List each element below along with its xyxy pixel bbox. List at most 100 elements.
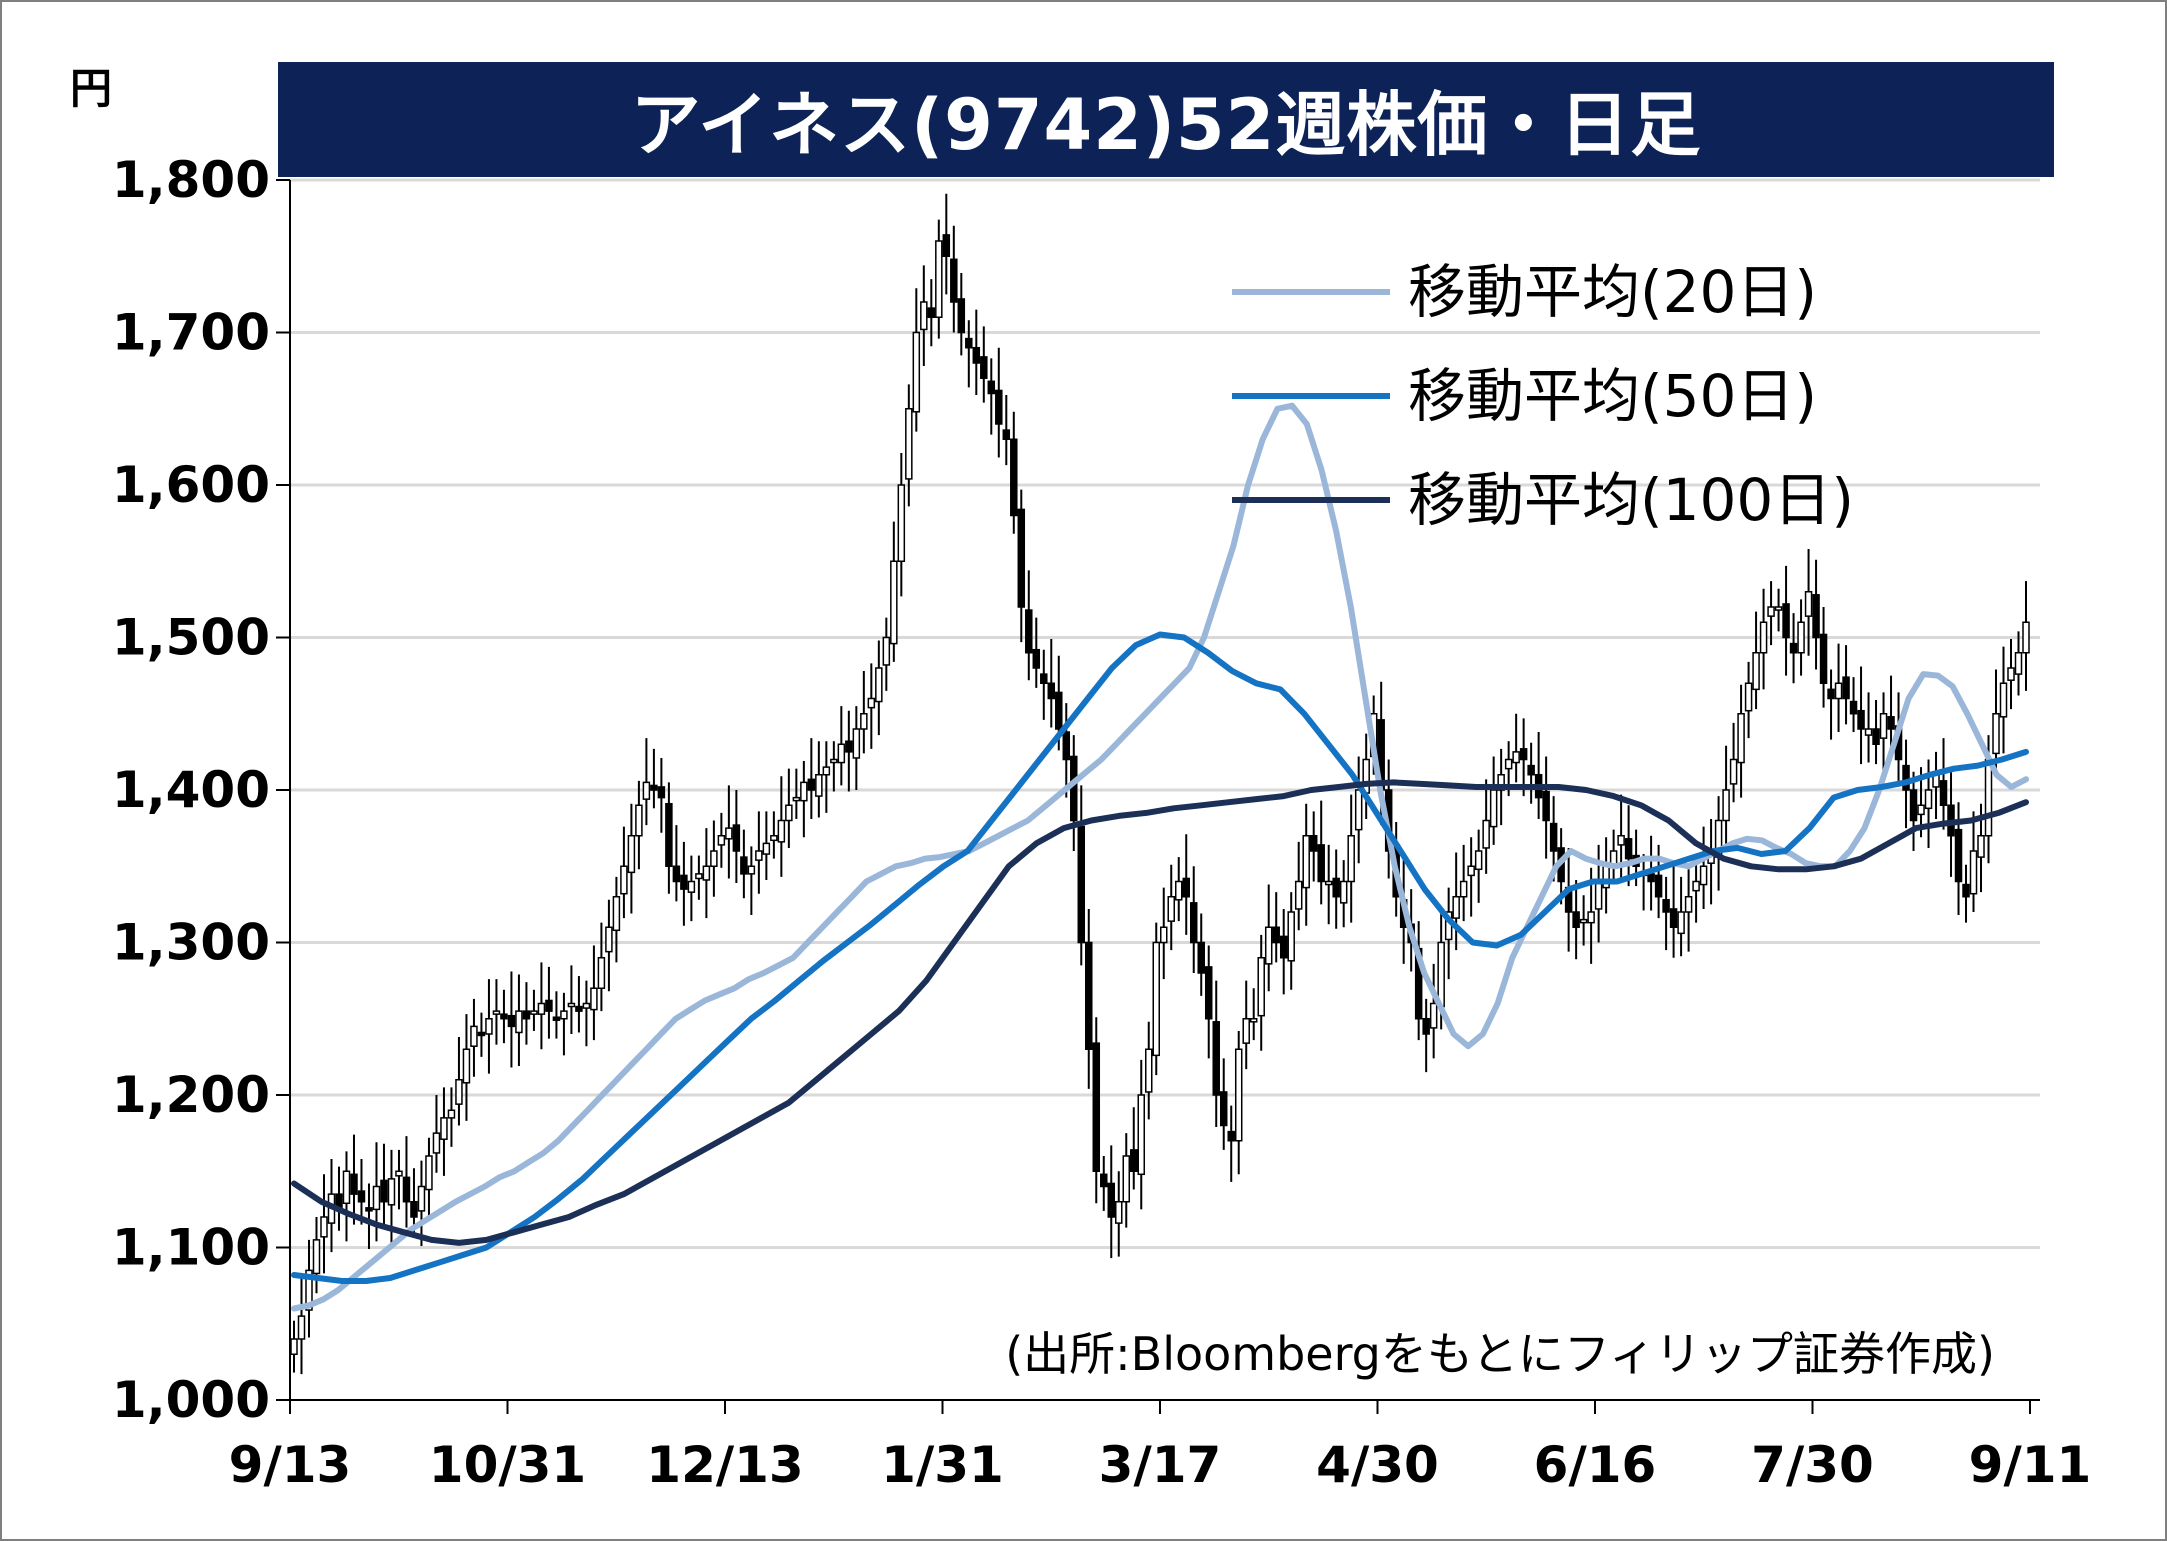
candle-body (1684, 896, 1693, 913)
candle-body (1474, 850, 1483, 871)
candle-body (507, 1014, 516, 1028)
candle-body (1002, 429, 1011, 441)
candle-body (1512, 751, 1520, 764)
candle-body (1309, 835, 1318, 852)
candle-body (425, 1155, 433, 1191)
candle-body (1010, 438, 1018, 517)
candle-body (620, 865, 628, 895)
candle-body (1587, 911, 1595, 924)
candle-body (1174, 880, 1183, 901)
candle-body (1752, 652, 1760, 691)
candle-body (657, 786, 666, 799)
candle-body (447, 1109, 456, 1119)
candle-body (2014, 652, 2023, 675)
candle-body (957, 298, 966, 334)
candle-body (500, 1013, 508, 1020)
x-tick-label: 12/13 (646, 1436, 803, 1494)
candle-body (732, 824, 741, 852)
candle-body (1062, 731, 1071, 761)
candle-body (1122, 1155, 1131, 1203)
candle-body (1962, 883, 1970, 898)
y-tick-label: 1,800 (112, 151, 270, 209)
candle-body (1482, 819, 1490, 849)
candle-body (2022, 621, 2030, 654)
candle-body (890, 560, 898, 645)
candle-body (1887, 716, 1895, 730)
candle-body (1047, 682, 1056, 700)
candle-body (1077, 825, 1086, 944)
chart-title: アイネス(9742)52週株価・日足 (278, 62, 2054, 177)
candle-body (440, 1117, 448, 1140)
candle-body (1070, 755, 1078, 822)
candle-body (605, 926, 613, 953)
candle-body (560, 1010, 568, 1020)
legend: 移動平均(20日) 移動平均(50日) 移動平均(100日) (1232, 258, 1854, 534)
candle-body (792, 796, 801, 802)
candle-body (1699, 865, 1708, 886)
candle-body (1137, 1094, 1146, 1176)
candle-body (920, 301, 928, 331)
candle-body (1219, 1091, 1228, 1127)
candle-body (1212, 1021, 1220, 1096)
candle-body (1729, 758, 1738, 785)
candle-body (545, 999, 553, 1012)
candle-body (1339, 880, 1348, 904)
candle-body (1737, 713, 1745, 764)
candle-body (1257, 957, 1265, 1017)
candle-body (1789, 642, 1798, 654)
candle-body (350, 1173, 358, 1195)
candle-body (980, 356, 988, 379)
candle-body (1767, 606, 1775, 617)
candle-body (687, 880, 696, 893)
candle-body (1774, 606, 1783, 611)
candle-body (740, 856, 748, 875)
candle-body (552, 1016, 561, 1021)
candle-body (1992, 713, 2000, 755)
candle-body (537, 1002, 546, 1015)
candle-body (515, 1010, 523, 1034)
candle-body (845, 740, 853, 753)
candle-body (1849, 700, 1858, 715)
candle-body (1647, 873, 1655, 883)
candle-body (905, 408, 913, 480)
source-note: (出所:Bloombergをもとにフィリップ証券作成) (1005, 1327, 1995, 1381)
candle-body (1519, 748, 1528, 761)
candle-body (1669, 908, 1678, 929)
candle-body (1782, 603, 1790, 639)
candle-body (1527, 764, 1535, 776)
candle-body (1302, 835, 1310, 889)
candle-body (680, 874, 688, 890)
candle-body (470, 1025, 478, 1047)
candle-body (710, 850, 718, 867)
y-tick-label: 1,300 (112, 914, 270, 972)
candle-body (1100, 1173, 1108, 1188)
candle-body (830, 758, 838, 764)
candle-body (1294, 880, 1303, 910)
candle-body (417, 1185, 426, 1212)
y-tick-label: 1,700 (112, 304, 270, 362)
candle-body (867, 697, 876, 709)
candle-body (320, 1216, 328, 1238)
candle-body (935, 240, 943, 318)
candle-body (312, 1239, 321, 1275)
candle-body (1504, 758, 1513, 770)
candle-body (1579, 918, 1588, 924)
candle-body (2007, 667, 2015, 681)
candle-body (972, 347, 981, 364)
candle-body (1017, 508, 1026, 608)
candle-body (650, 784, 658, 791)
candle-body (912, 331, 921, 413)
candle-body (1999, 682, 2008, 718)
candle-body (462, 1048, 471, 1084)
candle-body (455, 1079, 463, 1105)
candle-body (725, 827, 733, 840)
candle-body (987, 380, 996, 395)
candle-body (1167, 896, 1175, 922)
candle-body (1234, 1048, 1243, 1142)
candle-body (1264, 926, 1273, 965)
candle-body (1924, 789, 1933, 810)
candle-body (1085, 941, 1093, 1050)
ma-line-1 (291, 631, 2029, 1284)
candle-body (695, 873, 703, 880)
candle-body (1249, 1018, 1258, 1023)
